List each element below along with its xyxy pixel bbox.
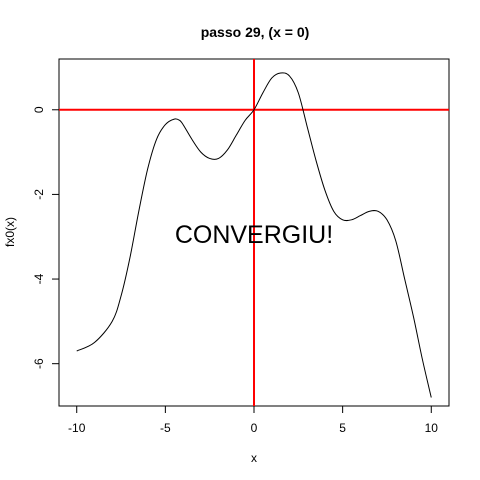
x-tick-label: 0 bbox=[251, 421, 258, 435]
y-tick-label: -2 bbox=[32, 189, 46, 200]
x-tick-label: -10 bbox=[68, 421, 86, 435]
y-tick-label: -6 bbox=[32, 358, 46, 369]
y-tick-label: -4 bbox=[32, 273, 46, 284]
x-tick-label: 5 bbox=[339, 421, 346, 435]
chart-title: passo 29, (x = 0) bbox=[201, 24, 310, 40]
x-tick-label: 10 bbox=[425, 421, 439, 435]
convergence-annotation: CONVERGIU! bbox=[175, 221, 333, 249]
x-tick-label: -5 bbox=[160, 421, 171, 435]
x-axis-label: x bbox=[251, 451, 257, 465]
y-axis: -6 -4 -2 0 bbox=[32, 106, 59, 369]
x-axis: -10 -5 0 5 10 bbox=[68, 406, 438, 435]
y-axis-label: fx0(x) bbox=[3, 217, 17, 247]
y-tick-label: 0 bbox=[32, 106, 46, 113]
